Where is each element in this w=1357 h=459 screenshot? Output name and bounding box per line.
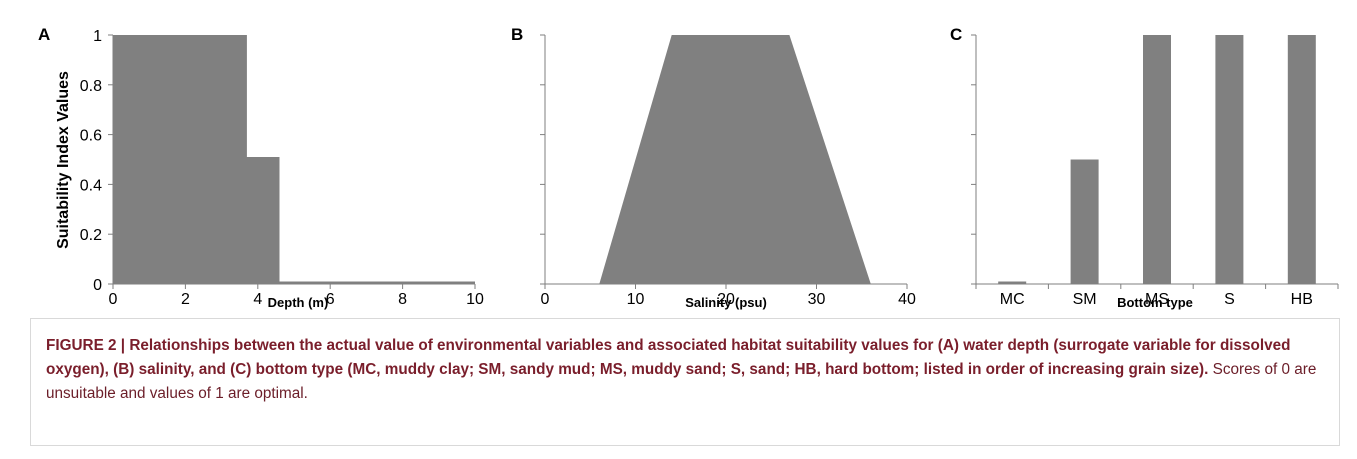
panel-a-letter: A: [38, 25, 50, 44]
panel-a-suitability-area: [113, 35, 475, 284]
figure-charts: Suitability Index Values A 0 2 4 6 8 10 00.20…: [38, 25, 1339, 310]
panel-a-y-tick-label: 0.8: [80, 78, 102, 95]
panel-c-x-tick-label: HB: [1291, 291, 1313, 308]
panel-a-x-axis-title: Depth (m): [268, 295, 329, 310]
figure-caption: FIGURE 2 | Relationships between the act…: [46, 334, 1326, 406]
panel-a-y-tick-label: 0.6: [80, 128, 102, 145]
panel-c-x-axis-title: Bottom type: [1117, 295, 1193, 310]
caption-regular-text: Scores of 0 are unsuitable and values of…: [46, 361, 1317, 402]
panel-a: A 0 2 4 6 8 10 0 0.2 0.4 0.6 0.8 1 Depth (m): [38, 25, 484, 310]
panel-a-x-tick-label: 6: [326, 291, 335, 308]
panel-a-x-tick-label: 0: [109, 291, 118, 308]
panel-b-letter: B: [511, 25, 523, 44]
panel-b-x-tick-label: 40: [898, 291, 916, 308]
panel-b: B 0 10 20 30 40 Salinity (psu): [511, 25, 916, 310]
panel-c-bar-s: [1215, 35, 1244, 284]
panel-a-x-tick-label: 10: [466, 291, 484, 308]
panel-c-bar-sm: [1070, 159, 1099, 284]
panel-a-y-tick-label: 0.2: [80, 227, 102, 244]
panel-c-bar-hb: [1287, 35, 1316, 284]
panel-a-x-tick-label: 8: [398, 291, 407, 308]
panel-c-x-tick-label: MC: [1000, 291, 1025, 308]
y-axis-title: Suitability Index Values: [55, 71, 72, 249]
panel-a-x-tick-label: 4: [253, 291, 262, 308]
panel-b-x-tick-label: 10: [627, 291, 645, 308]
panel-a-y-tick-label: 1: [93, 28, 102, 45]
panel-c-bar-mc: [998, 281, 1027, 284]
panel-a-y-tick-label: 0.4: [80, 177, 102, 194]
panel-b-x-tick-label: 30: [808, 291, 826, 308]
panel-b-suitability-area: [599, 35, 871, 284]
panel-c-letter: C: [950, 25, 962, 44]
panel-a-x-tick-label: 2: [181, 291, 190, 308]
panel-b-x-tick-label: 20: [717, 291, 735, 308]
panel-c-bar-ms: [1143, 35, 1171, 284]
panel-c-x-tick-label: S: [1224, 291, 1235, 308]
panel-a-y-tick-label: 0: [93, 277, 102, 294]
panel-c-x-tick-label: SM: [1073, 291, 1097, 308]
panel-c-x-tick-label: MS: [1145, 291, 1169, 308]
caption-box: [30, 318, 1340, 446]
panel-b-x-axis-title: Salinity (psu): [685, 295, 767, 310]
panel-c: C MC SM MS S HB Bottom type: [950, 25, 1339, 310]
caption-bold-text: FIGURE 2 | Relationships between the act…: [46, 337, 1291, 378]
panel-b-x-tick-label: 0: [541, 291, 550, 308]
